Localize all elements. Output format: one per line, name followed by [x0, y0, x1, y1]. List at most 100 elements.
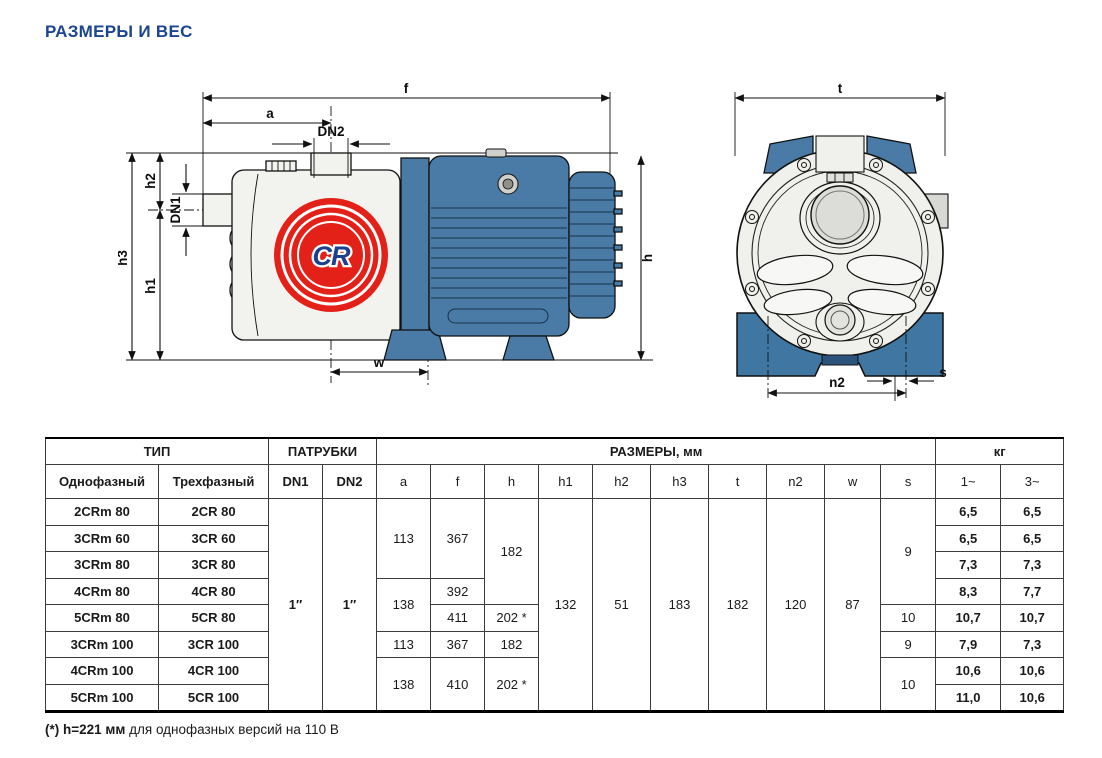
page-title: РАЗМЕРЫ И ВЕС	[45, 22, 193, 41]
col-header-f: f	[430, 464, 486, 499]
cell-type-mono: 4CRm 80	[45, 577, 159, 605]
footnote-bold: (*) h=221 мм	[45, 722, 126, 737]
cell-f: 367	[430, 498, 486, 579]
cell-type-tri: 3CR 100	[157, 630, 270, 658]
cell-kg-3ph: 10,6	[1000, 683, 1065, 712]
table-row: 5CRm 100 5CR 100 11,0 10,6	[45, 683, 1065, 712]
bolts	[745, 158, 935, 348]
col-header-w: w	[824, 464, 882, 499]
cell-h: 182	[484, 498, 540, 605]
cell-type-mono: 3CRm 80	[45, 551, 159, 579]
cell-type-tri: 4CR 100	[157, 657, 270, 685]
cell-h2: 51	[592, 498, 652, 712]
pump-body: CR	[202, 152, 401, 341]
table-row: 3CRm 60 3CR 60 6,5 6,5	[45, 524, 1065, 552]
dim-label-t: t	[838, 81, 843, 96]
dim-label-h2: h2	[143, 173, 158, 189]
table-row: 4CRm 100 4CR 100 138 410 202 * 10 10,6 1…	[45, 657, 1065, 712]
col-header-tri: Трехфазный	[157, 464, 270, 499]
pump-bracket	[400, 157, 430, 337]
footnote-text: для однофазных версий на 110 В	[125, 722, 339, 737]
cell-kg-3ph: 7,3	[1000, 551, 1065, 579]
dim-label-h1: h1	[143, 278, 158, 294]
cell-f: 411	[430, 604, 486, 632]
cell-t: 182	[708, 498, 768, 712]
cell-h: 182	[484, 630, 540, 658]
footnote: (*) h=221 мм для однофазных версий на 11…	[45, 722, 339, 737]
cell-kg-1ph: 7,9	[935, 630, 1002, 658]
cell-kg-1ph: 8,3	[935, 577, 1002, 605]
cell-kg-3ph: 7,7	[1000, 577, 1065, 605]
col-header-h1: h1	[538, 464, 594, 499]
cell-h3: 183	[650, 498, 710, 712]
cell-type-mono: 4CRm 100	[45, 657, 159, 685]
cell-type-mono: 2CRm 80	[45, 498, 159, 526]
cell-f: 367	[430, 630, 486, 658]
dim-label-dn2: DN2	[317, 124, 344, 139]
cell-kg-1ph: 10,7	[935, 604, 1002, 632]
cell-a: 138	[376, 657, 432, 712]
col-header-1ph: 1~	[935, 464, 1002, 499]
cell-type-tri: 3CR 60	[157, 524, 270, 552]
motor-foot	[502, 335, 555, 361]
cell-kg-3ph: 6,5	[1000, 524, 1065, 552]
col-header-a: a	[376, 464, 432, 499]
cell-type-tri: 5CR 80	[157, 604, 270, 632]
pump-front-view-drawing: t n2 s	[734, 81, 949, 401]
cell-h: 202 *	[484, 657, 540, 712]
cell-type-mono: 3CRm 100	[45, 630, 159, 658]
table-row: 4CRm 80 4CR 80 138 392 8,3 7,7	[45, 577, 1065, 632]
col-header-dn1: DN1	[268, 464, 324, 499]
dimension-lines: f a DN2 h3 h2 h1 DN1 h w	[118, 81, 655, 376]
cell-s: 10	[880, 604, 937, 632]
cell-a: 113	[376, 630, 432, 658]
pump-face	[736, 135, 944, 366]
col-header-mono: Однофазный	[45, 464, 159, 499]
cell-h1: 132	[538, 498, 594, 712]
cr-logo: CR	[274, 198, 388, 312]
table-row: 5CRm 80 5CR 80 411 202 * 10 10,7 10,7	[45, 604, 1065, 632]
dimension-lines-front: t n2 s	[734, 81, 947, 401]
dim-label-dn1: DN1	[168, 196, 183, 223]
group-header-ports: ПАТРУБКИ	[268, 437, 378, 465]
drain-port	[824, 304, 856, 336]
dim-label-n2: n2	[829, 375, 845, 390]
cell-a: 113	[376, 498, 432, 579]
cell-dn2: 1″	[322, 498, 378, 712]
shaft-port	[810, 185, 870, 245]
cell-type-mono: 5CRm 80	[45, 604, 159, 632]
cell-kg-1ph: 6,5	[935, 524, 1002, 552]
cell-f: 392	[430, 577, 486, 605]
dim-label-h: h	[640, 254, 655, 262]
col-header-3ph: 3~	[1000, 464, 1065, 499]
dim-label-h3: h3	[118, 250, 130, 266]
motor	[383, 148, 623, 361]
col-header-h3: h3	[650, 464, 710, 499]
table-row: 3CRm 80 3CR 80 7,3 7,3	[45, 551, 1065, 579]
cell-h: 202 *	[484, 604, 540, 632]
cell-type-mono: 5CRm 100	[45, 683, 159, 712]
cell-kg-3ph: 10,6	[1000, 657, 1065, 685]
cell-kg-3ph: 6,5	[1000, 498, 1065, 526]
col-header-s: s	[880, 464, 937, 499]
col-header-h: h	[484, 464, 540, 499]
col-header-h2: h2	[592, 464, 652, 499]
dim-label-s: s	[939, 365, 947, 380]
bracket-foot	[383, 329, 447, 361]
cell-type-tri: 2CR 80	[157, 498, 270, 526]
cell-kg-3ph: 7,3	[1000, 630, 1065, 658]
dim-label-a: a	[266, 106, 274, 121]
cell-kg-3ph: 10,7	[1000, 604, 1065, 632]
col-header-n2: n2	[766, 464, 826, 499]
cell-type-tri: 4CR 80	[157, 577, 270, 605]
table-row: 3CRm 100 3CR 100 113 367 182 9 7,9 7,3	[45, 630, 1065, 658]
outlet-port-dn2	[310, 152, 352, 176]
cell-s: 10	[880, 657, 937, 712]
group-header-type: ТИП	[44, 437, 270, 465]
pump-side-view-drawing: CR	[118, 81, 655, 386]
cell-kg-1ph: 11,0	[935, 683, 1002, 712]
col-header-t: t	[708, 464, 768, 499]
cell-type-mono: 3CRm 60	[45, 524, 159, 552]
dim-label-f: f	[404, 81, 409, 96]
